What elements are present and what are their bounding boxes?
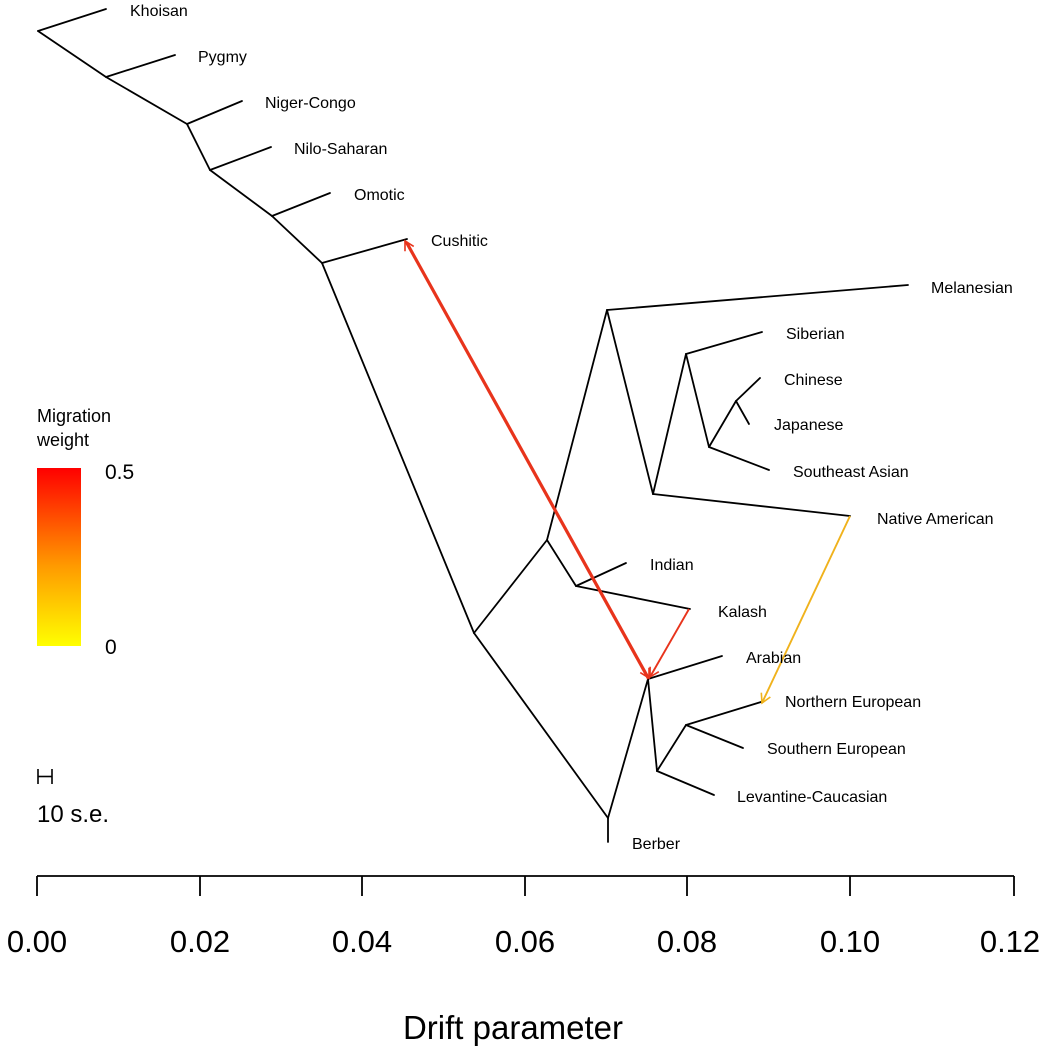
legend-min-label: 0 <box>105 636 117 659</box>
label-arabian: Arabian <box>746 650 801 667</box>
legend-max-label: 0.5 <box>105 461 134 484</box>
edge-west-europe <box>647 678 658 772</box>
label-chinese: Chinese <box>784 372 843 389</box>
label-pygmy: Pygmy <box>198 49 247 66</box>
tick-label-5: 0.10 <box>820 924 880 959</box>
scale-bar-label: 10 s.e. <box>37 801 109 828</box>
edge-eastnode-nativeamerican <box>652 493 851 517</box>
edge-node5-nonafrican <box>321 262 475 634</box>
edge-eurasia-southasia <box>546 539 577 587</box>
legend-gradient-bar <box>37 468 81 646</box>
x-axis: 0.00 0.02 0.04 0.06 0.08 0.10 0.12 Drift… <box>7 875 1040 1046</box>
edge-asianode-seasian <box>708 446 770 471</box>
label-northern-european: Northern European <box>785 694 921 711</box>
label-southern-european: Southern European <box>767 741 906 758</box>
edge-root-node1 <box>37 30 107 78</box>
migration-nativeamerican-to-northern <box>760 515 851 705</box>
edge-asia-siberian <box>685 331 763 355</box>
label-niger-congo: Niger-Congo <box>265 95 356 112</box>
label-nilo-saharan: Nilo-Saharan <box>294 141 387 158</box>
edge-eastnode-asia <box>652 353 687 495</box>
label-siberian: Siberian <box>786 326 845 343</box>
migration-west-to-cushitic <box>404 239 649 680</box>
tick-label-2: 0.04 <box>332 924 392 959</box>
label-cushitic: Cushitic <box>431 233 488 250</box>
leaf-labels: Khoisan Pygmy Niger-Congo Nilo-Saharan O… <box>130 3 1013 853</box>
edge-nonafrican-berbernode <box>473 632 609 819</box>
edge-cj-chinese <box>735 377 761 402</box>
edge-root-khoisan <box>37 8 107 32</box>
edge-southasia-indian <box>575 562 627 587</box>
migration-legend: Migration weight 0.5 0 <box>36 406 134 659</box>
label-kalash: Kalash <box>718 604 767 621</box>
edge-europe-levantine <box>656 770 715 796</box>
label-southeast-asian: Southeast Asian <box>793 464 909 481</box>
legend-title-line1: Migration <box>37 406 111 426</box>
tick-label-3: 0.06 <box>495 924 555 959</box>
tick-label-4: 0.08 <box>657 924 717 959</box>
label-omotic: Omotic <box>354 187 405 204</box>
edge-europe-node <box>656 724 687 772</box>
label-japanese: Japanese <box>774 417 843 434</box>
migration-cushitic-to-west <box>406 241 650 680</box>
edge-node4-omotic <box>271 192 331 217</box>
edge-asia-node <box>685 353 710 448</box>
edge-node3-nilosaharan <box>209 146 272 171</box>
edge-west-arabian <box>647 655 723 680</box>
edge-node4-node5 <box>271 215 323 264</box>
label-khoisan: Khoisan <box>130 3 188 20</box>
edge-nonafrican-eurasia <box>473 539 548 634</box>
label-indian: Indian <box>650 557 694 574</box>
edge-east-node <box>606 309 654 495</box>
tick-label-1: 0.02 <box>170 924 230 959</box>
edge-asianode-cj <box>708 400 737 448</box>
edge-node5-cushitic <box>321 238 408 264</box>
label-melanesian: Melanesian <box>931 280 1013 297</box>
edge-euronode-northern <box>685 701 762 726</box>
label-levantine-caucasian: Levantine-Caucasian <box>737 789 887 806</box>
tick-label-6: 0.12 <box>980 924 1040 959</box>
edge-cj-japanese <box>735 400 750 425</box>
migration-edges <box>404 239 851 705</box>
label-berber: Berber <box>632 836 681 853</box>
edge-berbernode-west <box>607 678 649 819</box>
tree-edges <box>37 8 909 843</box>
edge-node2-node3 <box>186 123 211 171</box>
edge-east-melanesian <box>606 284 909 311</box>
edge-node1-pygmy <box>105 54 176 78</box>
edge-euronode-southern <box>685 724 744 749</box>
tick-label-0: 0.00 <box>7 924 67 959</box>
edge-eurasia-east <box>546 309 608 541</box>
migration-kalash-to-west <box>649 608 690 679</box>
edge-node3-node4 <box>209 169 273 217</box>
edge-southasia-kalash <box>575 585 691 610</box>
scale-bar: 10 s.e. <box>37 769 109 828</box>
legend-title-line2: weight <box>36 430 89 450</box>
edge-node2-nigercongo <box>186 100 243 125</box>
edge-node1-node2 <box>105 76 188 125</box>
x-axis-title: Drift parameter <box>403 1009 623 1046</box>
label-native-american: Native American <box>877 511 994 528</box>
